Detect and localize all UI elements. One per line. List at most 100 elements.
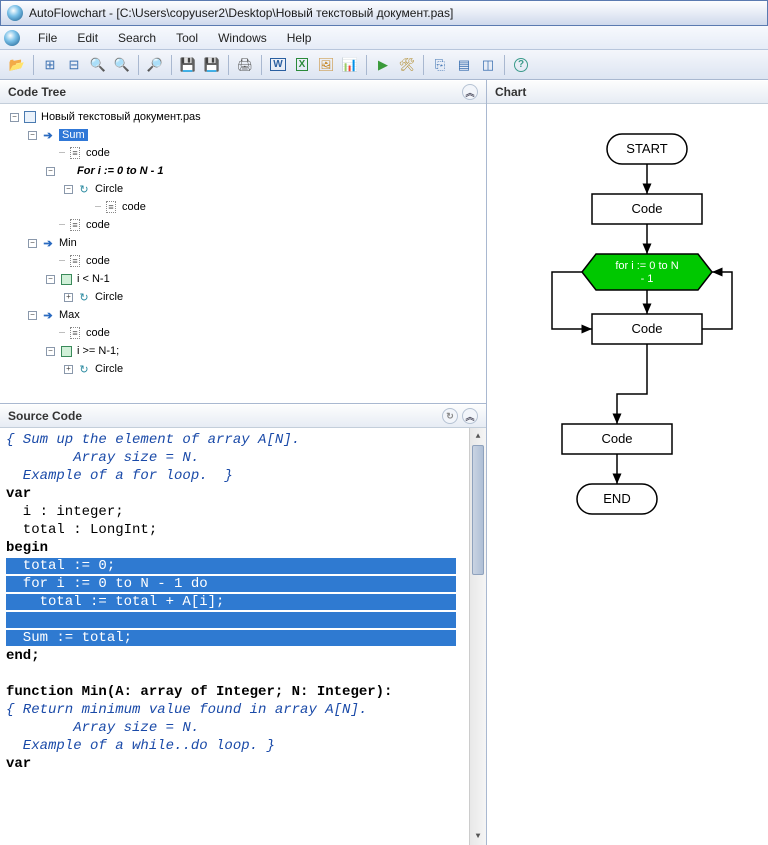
app-icon xyxy=(7,5,23,21)
cond-icon xyxy=(59,344,73,358)
tree-row[interactable]: ┄≡code xyxy=(6,144,480,162)
code-icon: ≡ xyxy=(68,254,82,268)
code-line: i : integer; xyxy=(6,504,480,522)
tree-row[interactable]: + ↻ Circle xyxy=(6,360,480,378)
source-code[interactable]: { Sum up the element of array A[N]. Arra… xyxy=(0,428,486,845)
code-line: var xyxy=(6,486,480,504)
code-line xyxy=(6,612,480,630)
expand-node-icon[interactable]: + xyxy=(64,293,73,302)
tree-spacer xyxy=(46,221,55,230)
code-line: end; xyxy=(6,648,480,666)
code-line: Example of a while..do loop. } xyxy=(6,738,480,756)
collapse-node-icon[interactable]: − xyxy=(28,131,37,140)
collapse-node-icon[interactable]: − xyxy=(46,275,55,284)
collapse-node-icon[interactable]: − xyxy=(64,185,73,194)
tree-row[interactable]: ┄≡code xyxy=(6,198,480,216)
tree-label: i >= N-1; xyxy=(77,345,119,357)
scroll-thumb[interactable] xyxy=(472,445,484,575)
code-tree[interactable]: −Новый текстовый документ.pas−➔Sum┄≡code… xyxy=(0,104,486,404)
for-icon xyxy=(59,164,73,178)
scrollbar-vertical[interactable]: ▲ ▼ xyxy=(469,428,486,845)
svg-text:Code: Code xyxy=(631,201,662,216)
svg-text:Code: Code xyxy=(601,431,632,446)
code-line: total : LongInt; xyxy=(6,522,480,540)
image-icon[interactable]: 🖼 xyxy=(315,54,337,76)
code-icon: ≡ xyxy=(68,146,82,160)
tree-label: Новый текстовый документ.pas xyxy=(41,111,201,123)
tree-row[interactable]: − For i := 0 to N - 1 xyxy=(6,162,480,180)
expand-icon[interactable]: ⊞ xyxy=(39,54,61,76)
menu-edit[interactable]: Edit xyxy=(67,28,108,48)
zoom-in-icon[interactable]: 🔍 xyxy=(87,54,109,76)
tree-row[interactable]: −➔Max xyxy=(6,306,480,324)
tree-label: Circle xyxy=(95,183,123,195)
code-tree-header: Code Tree ︽ xyxy=(0,80,486,104)
code-line: Array size = N. xyxy=(6,720,480,738)
tree-row[interactable]: ┄≡code xyxy=(6,252,480,270)
menubar: File Edit Search Tool Windows Help xyxy=(0,26,768,50)
tree-row[interactable]: −i < N-1 xyxy=(6,270,480,288)
menu-search[interactable]: Search xyxy=(108,28,166,48)
layout2-icon[interactable]: ◫ xyxy=(477,54,499,76)
tree-label: code xyxy=(122,201,146,213)
menu-tool[interactable]: Tool xyxy=(166,28,208,48)
expand-node-icon[interactable]: + xyxy=(64,365,73,374)
code-line xyxy=(6,666,480,684)
excel-icon[interactable]: X xyxy=(291,54,313,76)
copy-icon[interactable]: ⎘ xyxy=(429,54,451,76)
tree-row[interactable]: +↻Circle xyxy=(6,288,480,306)
tree-label: Circle xyxy=(95,291,123,303)
menu-file[interactable]: File xyxy=(28,28,67,48)
print-icon[interactable]: 🖨 xyxy=(234,54,256,76)
save-icon[interactable]: 💾 xyxy=(177,54,199,76)
help-icon[interactable]: ? xyxy=(510,54,532,76)
layout1-icon[interactable]: ▤ xyxy=(453,54,475,76)
menu-help[interactable]: Help xyxy=(277,28,322,48)
collapse-node-icon[interactable]: − xyxy=(10,113,19,122)
svg-text:Code: Code xyxy=(631,321,662,336)
source-code-header: Source Code ↻ ︽ xyxy=(0,404,486,428)
tree-row[interactable]: −➔Sum xyxy=(6,126,480,144)
code-line: for i := 0 to N - 1 do xyxy=(6,576,480,594)
collapse-node-icon[interactable]: − xyxy=(28,311,37,320)
collapse-icon[interactable]: ︽ xyxy=(462,84,478,100)
tools-icon[interactable]: 🛠 xyxy=(396,54,418,76)
arrow-icon: ➔ xyxy=(41,128,55,142)
open-icon[interactable]: 📂 xyxy=(6,54,28,76)
refresh-icon[interactable]: ↻ xyxy=(442,408,458,424)
tree-spacer xyxy=(46,329,55,338)
word-icon[interactable]: W xyxy=(267,54,289,76)
run-icon[interactable]: ▶ xyxy=(372,54,394,76)
collapse-node-icon[interactable]: − xyxy=(46,347,55,356)
collapse-icon[interactable]: ︽ xyxy=(462,408,478,424)
cond-icon xyxy=(59,272,73,286)
tree-row[interactable]: ┄≡code xyxy=(6,324,480,342)
tree-row[interactable]: −➔Min xyxy=(6,234,480,252)
code-icon: ≡ xyxy=(68,326,82,340)
tree-label: Circle xyxy=(95,363,123,375)
tree-label: For i := 0 to N - 1 xyxy=(77,165,163,177)
loop-icon: ↻ xyxy=(77,362,91,376)
tree-row[interactable]: ┄≡code xyxy=(6,216,480,234)
code-icon: ≡ xyxy=(104,200,118,214)
tree-row[interactable]: − i >= N-1; xyxy=(6,342,480,360)
chart-area[interactable]: STARTCodefor i := 0 to N- 1CodeCodeEND xyxy=(487,104,768,547)
tree-row[interactable]: − Новый текстовый документ.pas xyxy=(6,108,480,126)
tree-row[interactable]: −↻Circle xyxy=(6,180,480,198)
code-icon: ≡ xyxy=(68,218,82,232)
chart-icon[interactable]: 📊 xyxy=(339,54,361,76)
menu-windows[interactable]: Windows xyxy=(208,28,277,48)
code-line: total := total + A[i]; xyxy=(6,594,480,612)
tree-label: code xyxy=(86,327,110,339)
collapse-icon[interactable]: ⊟ xyxy=(63,54,85,76)
find-icon[interactable]: 🔎 xyxy=(144,54,166,76)
collapse-node-icon[interactable]: − xyxy=(46,167,55,176)
tree-label: code xyxy=(86,219,110,231)
collapse-node-icon[interactable]: − xyxy=(28,239,37,248)
save-all-icon[interactable]: 💾 xyxy=(201,54,223,76)
zoom-out-icon[interactable]: 🔍 xyxy=(111,54,133,76)
file-icon xyxy=(23,110,37,124)
scroll-up-icon[interactable]: ▲ xyxy=(470,428,486,445)
app-icon-small xyxy=(4,30,20,46)
scroll-down-icon[interactable]: ▼ xyxy=(470,828,486,845)
